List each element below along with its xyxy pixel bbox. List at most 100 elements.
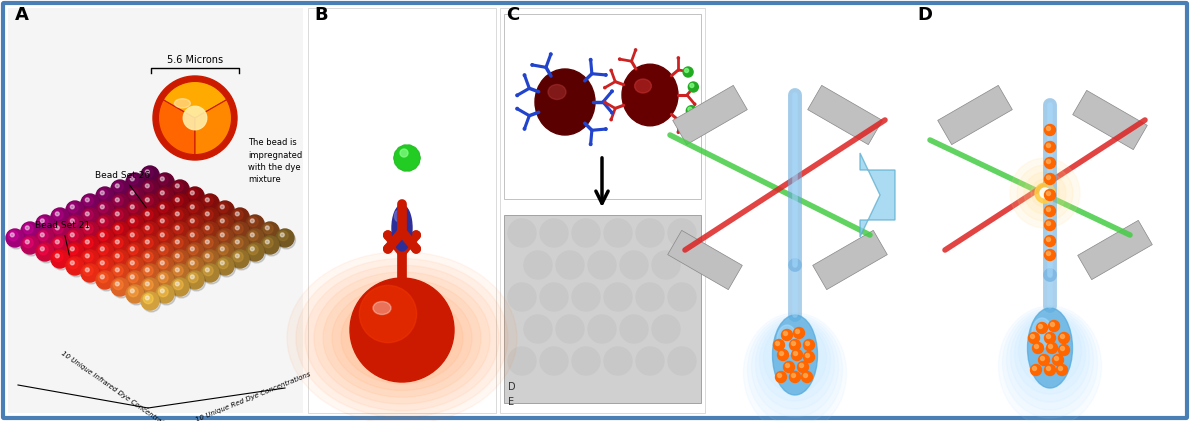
Circle shape xyxy=(248,231,265,249)
Circle shape xyxy=(524,315,552,343)
Circle shape xyxy=(81,222,99,240)
Circle shape xyxy=(174,252,183,262)
Circle shape xyxy=(800,363,803,368)
Circle shape xyxy=(115,184,119,188)
Circle shape xyxy=(143,224,161,242)
Circle shape xyxy=(202,266,220,284)
Polygon shape xyxy=(813,230,888,290)
Circle shape xyxy=(265,240,269,244)
Circle shape xyxy=(131,275,134,279)
Circle shape xyxy=(38,231,56,249)
Circle shape xyxy=(156,215,174,233)
Circle shape xyxy=(232,210,251,228)
Text: C: C xyxy=(506,6,519,24)
Circle shape xyxy=(54,224,63,234)
Circle shape xyxy=(620,251,649,279)
Circle shape xyxy=(407,160,418,169)
Circle shape xyxy=(190,275,194,279)
Ellipse shape xyxy=(322,279,481,397)
Polygon shape xyxy=(668,230,743,290)
Circle shape xyxy=(1028,333,1040,344)
Circle shape xyxy=(145,170,149,174)
Circle shape xyxy=(188,231,199,241)
Circle shape xyxy=(186,243,203,261)
Circle shape xyxy=(156,187,174,205)
Circle shape xyxy=(113,196,131,214)
Circle shape xyxy=(113,238,131,256)
Circle shape xyxy=(157,189,175,207)
Circle shape xyxy=(1046,237,1051,242)
Circle shape xyxy=(524,74,526,77)
Circle shape xyxy=(588,251,616,279)
Circle shape xyxy=(531,64,533,66)
Circle shape xyxy=(86,198,89,202)
Circle shape xyxy=(115,282,119,286)
Wedge shape xyxy=(158,100,195,155)
Circle shape xyxy=(111,278,129,296)
Circle shape xyxy=(81,194,99,212)
Circle shape xyxy=(81,208,99,226)
Circle shape xyxy=(115,240,119,244)
Circle shape xyxy=(803,339,814,351)
Circle shape xyxy=(203,266,213,276)
Circle shape xyxy=(188,273,199,282)
Circle shape xyxy=(400,149,408,157)
Circle shape xyxy=(1046,192,1051,195)
Circle shape xyxy=(610,119,612,121)
Text: 10 Unique Infrared Dye Concentrations: 10 Unique Infrared Dye Concentrations xyxy=(60,350,176,421)
Wedge shape xyxy=(163,81,226,118)
Circle shape xyxy=(158,273,168,282)
Circle shape xyxy=(126,173,144,191)
Circle shape xyxy=(143,252,154,262)
Circle shape xyxy=(1052,354,1064,365)
Circle shape xyxy=(161,261,164,265)
Circle shape xyxy=(186,257,203,275)
Circle shape xyxy=(190,247,194,251)
Bar xyxy=(505,14,701,199)
Circle shape xyxy=(173,238,190,256)
Circle shape xyxy=(688,107,691,111)
Circle shape xyxy=(677,57,679,59)
Circle shape xyxy=(83,266,93,276)
Circle shape xyxy=(1046,251,1051,256)
Circle shape xyxy=(40,219,44,223)
Ellipse shape xyxy=(1002,308,1097,418)
Circle shape xyxy=(218,217,228,226)
Circle shape xyxy=(143,182,154,192)
Circle shape xyxy=(806,354,809,357)
Circle shape xyxy=(206,240,209,244)
Circle shape xyxy=(1040,357,1045,360)
Circle shape xyxy=(131,219,134,223)
Circle shape xyxy=(403,145,414,155)
Circle shape xyxy=(171,250,189,268)
Circle shape xyxy=(1045,125,1056,136)
Circle shape xyxy=(83,252,93,262)
Ellipse shape xyxy=(392,205,412,251)
Circle shape xyxy=(249,231,258,241)
Circle shape xyxy=(51,222,69,240)
Circle shape xyxy=(173,182,190,200)
Circle shape xyxy=(233,252,243,262)
Circle shape xyxy=(161,247,164,251)
Circle shape xyxy=(233,224,243,234)
Circle shape xyxy=(652,315,679,343)
Circle shape xyxy=(70,261,74,265)
Circle shape xyxy=(217,229,234,247)
Circle shape xyxy=(684,69,689,72)
Polygon shape xyxy=(1078,220,1152,280)
Circle shape xyxy=(201,236,219,254)
Circle shape xyxy=(1045,141,1056,152)
Circle shape xyxy=(158,231,168,241)
Circle shape xyxy=(777,373,782,378)
Circle shape xyxy=(175,198,180,202)
Circle shape xyxy=(126,215,144,233)
Circle shape xyxy=(145,254,149,258)
Circle shape xyxy=(1031,365,1041,376)
Circle shape xyxy=(173,252,190,270)
Circle shape xyxy=(25,240,30,244)
Circle shape xyxy=(248,217,265,235)
Circle shape xyxy=(70,247,74,251)
Circle shape xyxy=(173,196,190,214)
Circle shape xyxy=(278,231,288,241)
Circle shape xyxy=(98,203,115,221)
